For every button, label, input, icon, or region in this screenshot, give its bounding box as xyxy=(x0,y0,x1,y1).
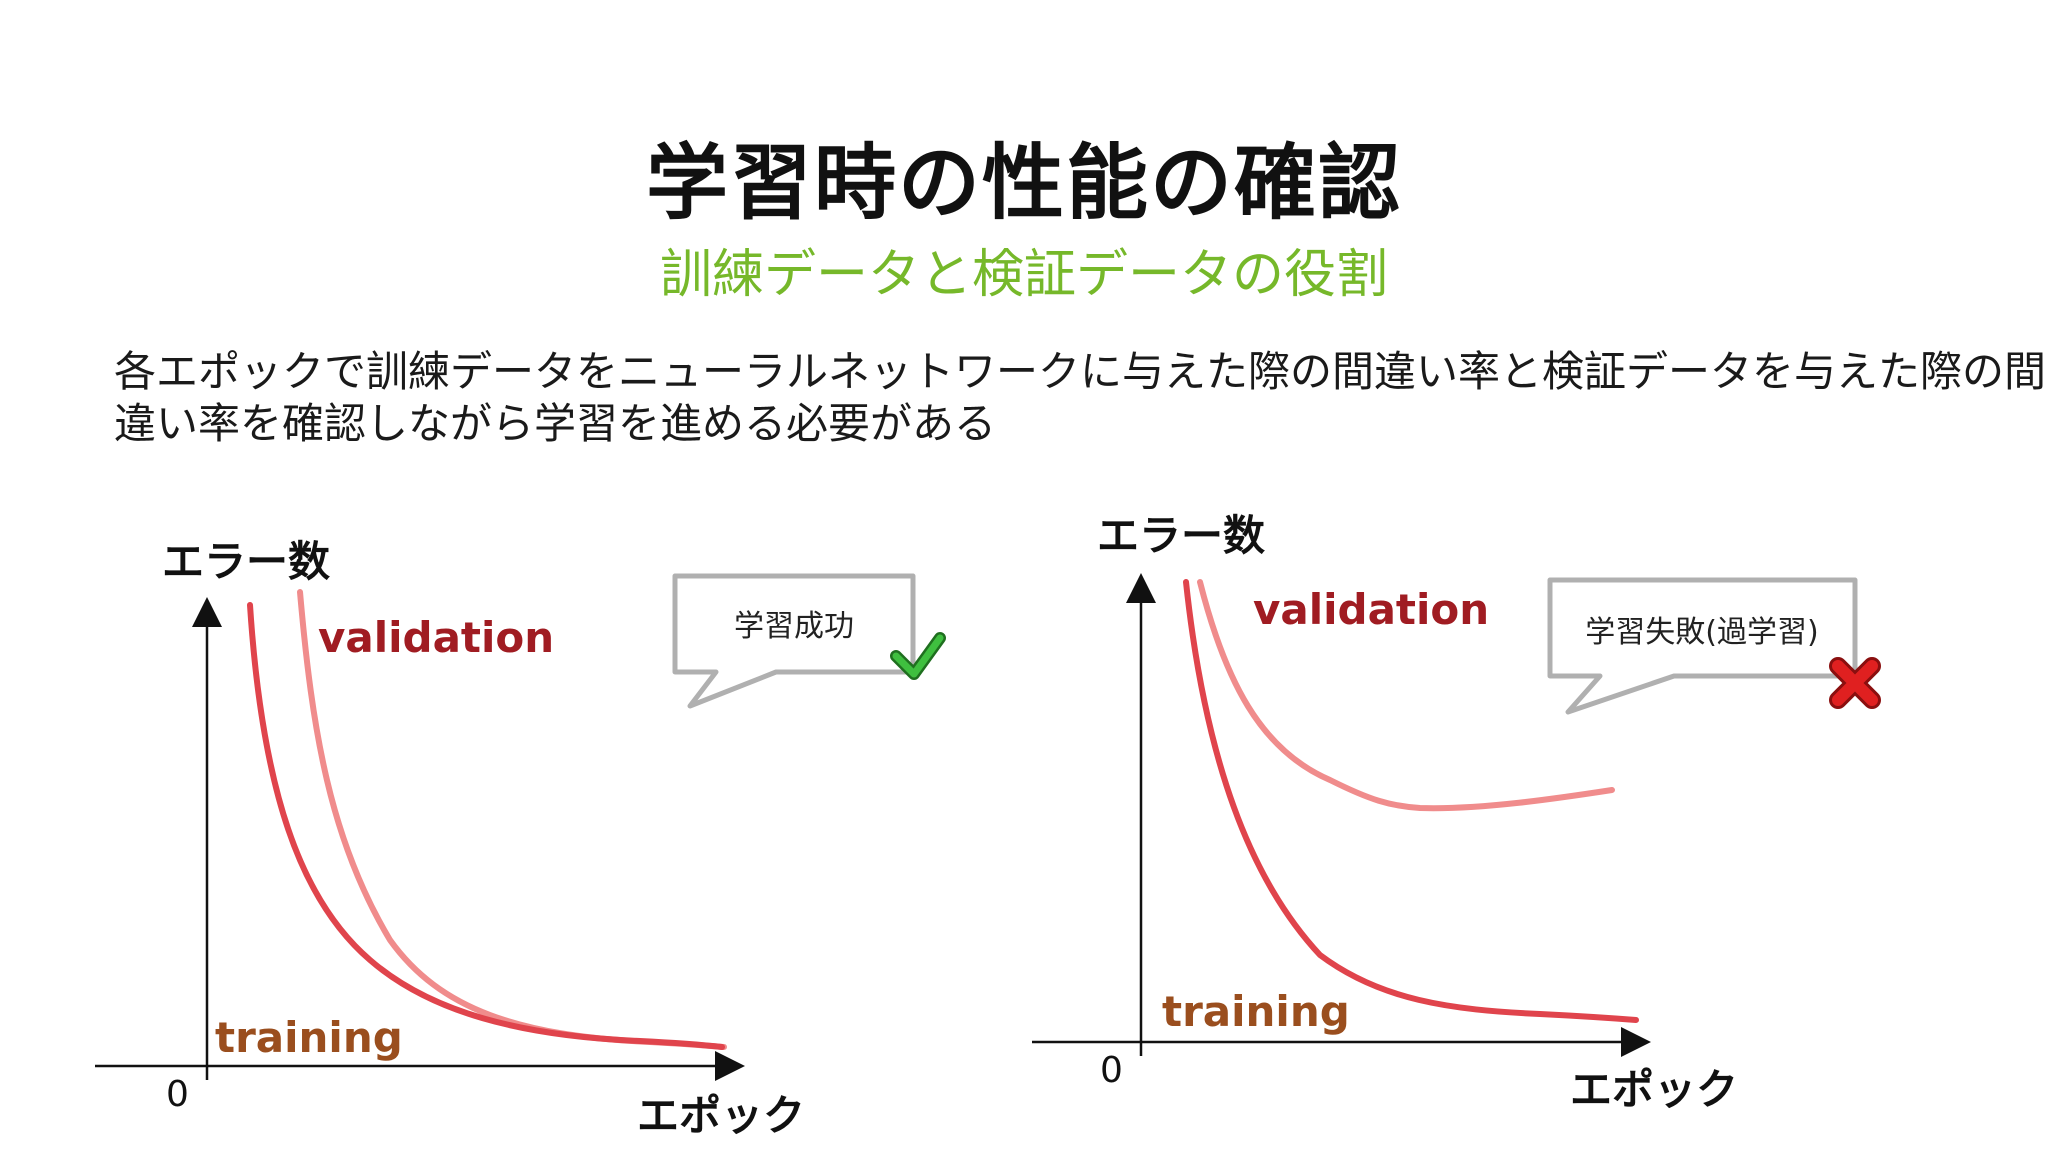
speech-bubble-overfitting: 学習失敗(過学習) xyxy=(1547,577,1858,715)
chart-overfitting: エラー数 エポック 0 validation training 学習失敗(過学習… xyxy=(1032,511,1881,1114)
validation-label: validation xyxy=(1253,585,1489,634)
description: 各エポックで訓練データをニューラルネットワークに与えた際の間違い率と検証データを… xyxy=(114,346,2047,450)
description-line-1: 各エポックで訓練データをニューラルネットワークに与えた際の間違い率と検証データを… xyxy=(114,347,2047,396)
validation-label: validation xyxy=(318,613,554,662)
check-icon xyxy=(890,632,946,680)
bubble-text-success: 学習成功 xyxy=(734,609,854,644)
origin-label: 0 xyxy=(166,1074,189,1115)
y-axis-label: エラー数 xyxy=(162,537,330,586)
y-axis-label: エラー数 xyxy=(1097,511,1265,560)
chart-success: エラー数 エポック 0 validation training 学習成功 xyxy=(95,537,946,1140)
description-line-2: 違い率を確認しながら学習を進める必要がある xyxy=(114,399,997,448)
x-axis-label: エポック xyxy=(1570,1065,1738,1114)
training-curve xyxy=(247,602,725,1050)
cross-icon xyxy=(1829,657,1881,709)
validation-curve xyxy=(1197,579,1615,812)
x-axis-label: エポック xyxy=(637,1091,805,1140)
slide-subtitle: 訓練データと検証データの役割 xyxy=(659,245,1388,305)
training-label: training xyxy=(1162,987,1350,1036)
slide-title: 学習時の性能の確認 xyxy=(645,136,1402,231)
speech-bubble-success: 学習成功 xyxy=(672,573,916,709)
training-label: training xyxy=(215,1013,403,1062)
origin-label: 0 xyxy=(1100,1050,1123,1091)
bubble-text-overfitting: 学習失敗(過学習) xyxy=(1585,615,1818,650)
training-curve xyxy=(1183,579,1639,1023)
